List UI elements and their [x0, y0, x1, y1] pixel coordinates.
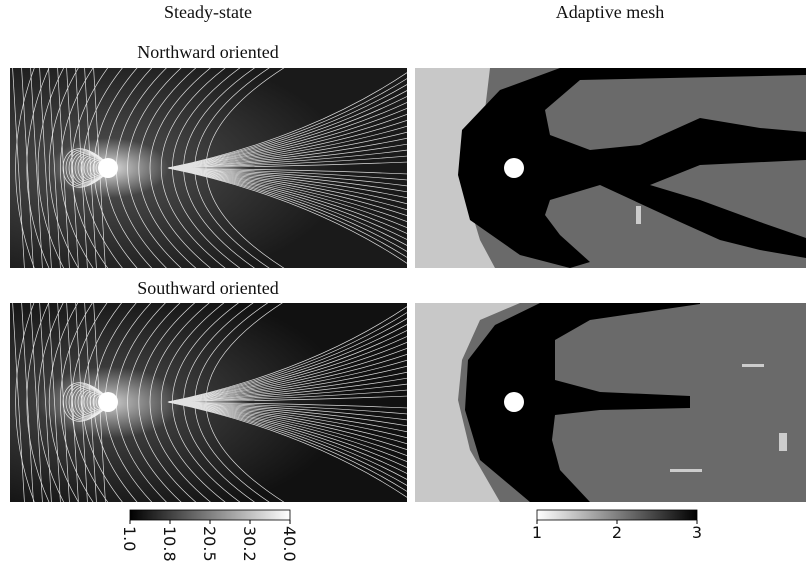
colorbar-label: 40.0 [280, 526, 299, 562]
colorbar [129, 509, 291, 521]
row-title: Northward oriented [137, 42, 278, 62]
colorbar [536, 509, 698, 521]
colorbar-label: 1 [532, 523, 542, 542]
panel-mesh-south [415, 303, 806, 502]
colorbar-label: 10.8 [160, 526, 179, 562]
colorbar-label: 3 [692, 523, 702, 542]
column-title: Steady-state [164, 2, 252, 22]
colorbar-label: 1.0 [120, 526, 139, 551]
panel-steady-south [10, 303, 407, 502]
panel-steady-north [10, 68, 407, 268]
column-title: Adaptive mesh [556, 2, 664, 22]
colorbar-label: 20.5 [200, 526, 219, 562]
row-title: Southward oriented [137, 278, 278, 298]
colorbar-label: 2 [612, 523, 622, 542]
panel-mesh-north [415, 68, 806, 268]
colorbar-label: 30.2 [240, 526, 259, 562]
